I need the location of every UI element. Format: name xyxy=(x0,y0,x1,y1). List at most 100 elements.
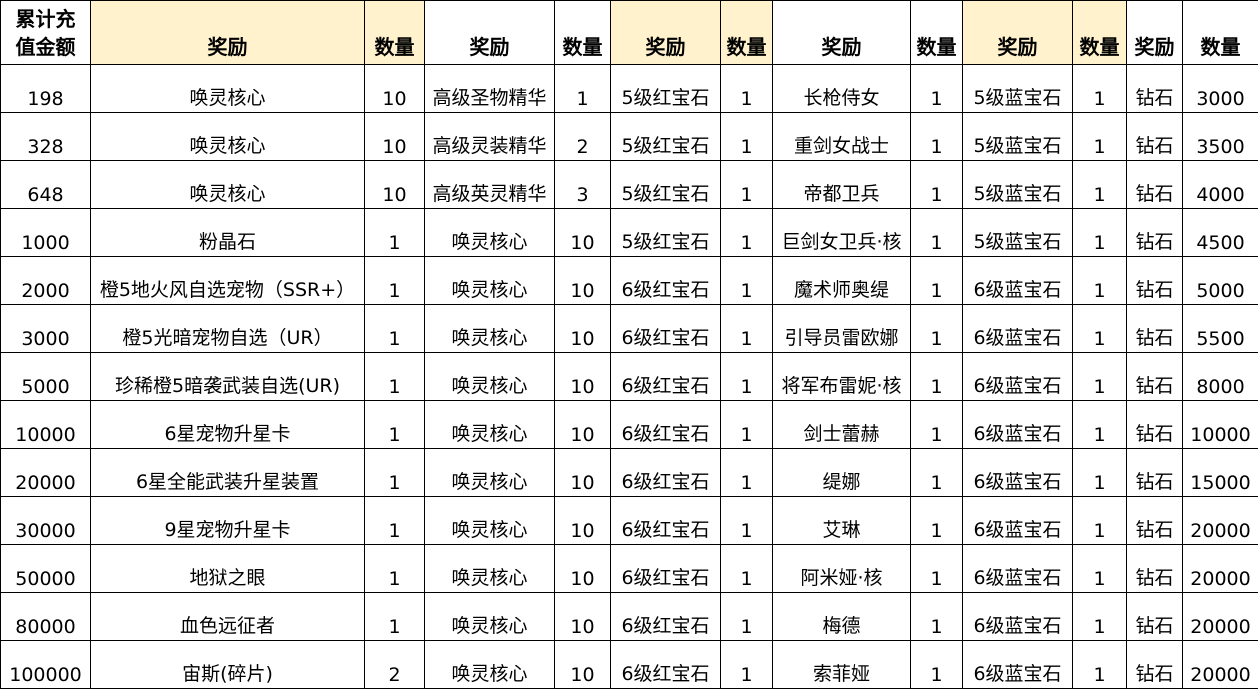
reward-cell[interactable]: 6级红宝石 xyxy=(611,401,721,449)
quantity-cell[interactable]: 1 xyxy=(365,401,425,449)
reward-cell[interactable]: 索菲娅 xyxy=(773,641,911,689)
quantity-cell[interactable]: 1 xyxy=(1073,449,1127,497)
quantity-cell[interactable]: 10 xyxy=(555,641,611,689)
quantity-cell[interactable]: 10 xyxy=(555,305,611,353)
reward-cell[interactable]: 艾琳 xyxy=(773,497,911,545)
quantity-cell[interactable]: 1 xyxy=(911,257,963,305)
quantity-cell[interactable]: 5500 xyxy=(1183,305,1258,353)
quantity-cell[interactable]: 1 xyxy=(365,593,425,641)
quantity-cell[interactable]: 10 xyxy=(365,161,425,209)
reward-cell[interactable]: 6级蓝宝石 xyxy=(963,641,1073,689)
quantity-cell[interactable]: 1 xyxy=(911,65,963,113)
quantity-cell[interactable]: 1 xyxy=(721,497,773,545)
reward-cell[interactable]: 6级红宝石 xyxy=(611,305,721,353)
amount-cell[interactable]: 1000 xyxy=(1,209,91,257)
quantity-cell[interactable]: 20000 xyxy=(1183,641,1258,689)
reward-cell[interactable]: 5级蓝宝石 xyxy=(963,113,1073,161)
quantity-cell[interactable]: 1 xyxy=(1073,497,1127,545)
quantity-cell[interactable]: 1 xyxy=(911,497,963,545)
reward-cell[interactable]: 6星宠物升星卡 xyxy=(91,401,365,449)
quantity-cell[interactable]: 1 xyxy=(911,545,963,593)
amount-cell[interactable]: 100000 xyxy=(1,641,91,689)
quantity-cell[interactable]: 1 xyxy=(1073,641,1127,689)
quantity-cell[interactable]: 1 xyxy=(365,449,425,497)
reward-cell[interactable]: 高级圣物精华 xyxy=(425,65,555,113)
quantity-cell[interactable]: 1 xyxy=(721,113,773,161)
reward-cell[interactable]: 唤灵核心 xyxy=(91,113,365,161)
reward-cell[interactable]: 6级红宝石 xyxy=(611,641,721,689)
quantity-cell[interactable]: 1 xyxy=(911,353,963,401)
quantity-cell[interactable]: 10 xyxy=(555,257,611,305)
quantity-cell[interactable]: 1 xyxy=(1073,257,1127,305)
reward-cell[interactable]: 地狱之眼 xyxy=(91,545,365,593)
amount-cell[interactable]: 648 xyxy=(1,161,91,209)
reward-cell[interactable]: 6星全能武装升星装置 xyxy=(91,449,365,497)
quantity-cell[interactable]: 20000 xyxy=(1183,497,1258,545)
amount-cell[interactable]: 80000 xyxy=(1,593,91,641)
reward-cell[interactable]: 钻石 xyxy=(1127,593,1183,641)
amount-cell[interactable]: 198 xyxy=(1,65,91,113)
reward-cell[interactable]: 重剑女战士 xyxy=(773,113,911,161)
reward-cell[interactable]: 钻石 xyxy=(1127,161,1183,209)
quantity-cell[interactable]: 3500 xyxy=(1183,113,1258,161)
reward-cell[interactable]: 粉晶石 xyxy=(91,209,365,257)
quantity-cell[interactable]: 1 xyxy=(1073,305,1127,353)
reward-cell[interactable]: 缇娜 xyxy=(773,449,911,497)
amount-cell[interactable]: 20000 xyxy=(1,449,91,497)
reward-cell[interactable]: 唤灵核心 xyxy=(425,353,555,401)
reward-cell[interactable]: 唤灵核心 xyxy=(425,305,555,353)
reward-cell[interactable]: 钻石 xyxy=(1127,497,1183,545)
quantity-cell[interactable]: 1 xyxy=(721,305,773,353)
quantity-cell[interactable]: 10 xyxy=(555,593,611,641)
quantity-cell[interactable]: 1 xyxy=(721,353,773,401)
reward-cell[interactable]: 钻石 xyxy=(1127,449,1183,497)
amount-cell[interactable]: 30000 xyxy=(1,497,91,545)
quantity-cell[interactable]: 1 xyxy=(721,449,773,497)
amount-cell[interactable]: 5000 xyxy=(1,353,91,401)
reward-cell[interactable]: 5级红宝石 xyxy=(611,113,721,161)
reward-cell[interactable]: 钻石 xyxy=(1127,209,1183,257)
quantity-cell[interactable]: 1 xyxy=(1073,353,1127,401)
reward-cell[interactable]: 5级蓝宝石 xyxy=(963,65,1073,113)
reward-cell[interactable]: 9星宠物升星卡 xyxy=(91,497,365,545)
quantity-cell[interactable]: 1 xyxy=(1073,65,1127,113)
quantity-cell[interactable]: 1 xyxy=(911,449,963,497)
reward-cell[interactable]: 帝都卫兵 xyxy=(773,161,911,209)
quantity-cell[interactable]: 3 xyxy=(555,161,611,209)
reward-cell[interactable]: 6级红宝石 xyxy=(611,257,721,305)
quantity-cell[interactable]: 1 xyxy=(365,497,425,545)
quantity-cell[interactable]: 1 xyxy=(1073,545,1127,593)
reward-cell[interactable]: 唤灵核心 xyxy=(91,65,365,113)
quantity-cell[interactable]: 1 xyxy=(911,593,963,641)
quantity-cell[interactable]: 1 xyxy=(721,641,773,689)
quantity-cell[interactable]: 10000 xyxy=(1183,401,1258,449)
reward-cell[interactable]: 钻石 xyxy=(1127,545,1183,593)
quantity-cell[interactable]: 1 xyxy=(1073,209,1127,257)
quantity-cell[interactable]: 1 xyxy=(365,353,425,401)
reward-cell[interactable]: 6级红宝石 xyxy=(611,593,721,641)
reward-cell[interactable]: 6级蓝宝石 xyxy=(963,449,1073,497)
quantity-cell[interactable]: 1 xyxy=(721,593,773,641)
reward-cell[interactable]: 6级蓝宝石 xyxy=(963,401,1073,449)
quantity-cell[interactable]: 4000 xyxy=(1183,161,1258,209)
reward-cell[interactable]: 钻石 xyxy=(1127,305,1183,353)
quantity-cell[interactable]: 1 xyxy=(721,257,773,305)
reward-cell[interactable]: 5级红宝石 xyxy=(611,161,721,209)
reward-cell[interactable]: 6级红宝石 xyxy=(611,449,721,497)
quantity-cell[interactable]: 1 xyxy=(721,161,773,209)
quantity-cell[interactable]: 8000 xyxy=(1183,353,1258,401)
reward-cell[interactable]: 引导员雷欧娜 xyxy=(773,305,911,353)
reward-cell[interactable]: 珍稀橙5暗袭武装自选(UR) xyxy=(91,353,365,401)
reward-cell[interactable]: 5级蓝宝石 xyxy=(963,161,1073,209)
reward-cell[interactable]: 唤灵核心 xyxy=(425,257,555,305)
quantity-cell[interactable]: 1 xyxy=(1073,593,1127,641)
reward-cell[interactable]: 唤灵核心 xyxy=(425,641,555,689)
reward-cell[interactable]: 唤灵核心 xyxy=(425,401,555,449)
quantity-cell[interactable]: 2 xyxy=(555,113,611,161)
reward-cell[interactable]: 巨剑女卫兵·核 xyxy=(773,209,911,257)
quantity-cell[interactable]: 3000 xyxy=(1183,65,1258,113)
reward-cell[interactable]: 钻石 xyxy=(1127,113,1183,161)
quantity-cell[interactable]: 10 xyxy=(555,449,611,497)
reward-cell[interactable]: 6级蓝宝石 xyxy=(963,353,1073,401)
reward-cell[interactable]: 钻石 xyxy=(1127,641,1183,689)
